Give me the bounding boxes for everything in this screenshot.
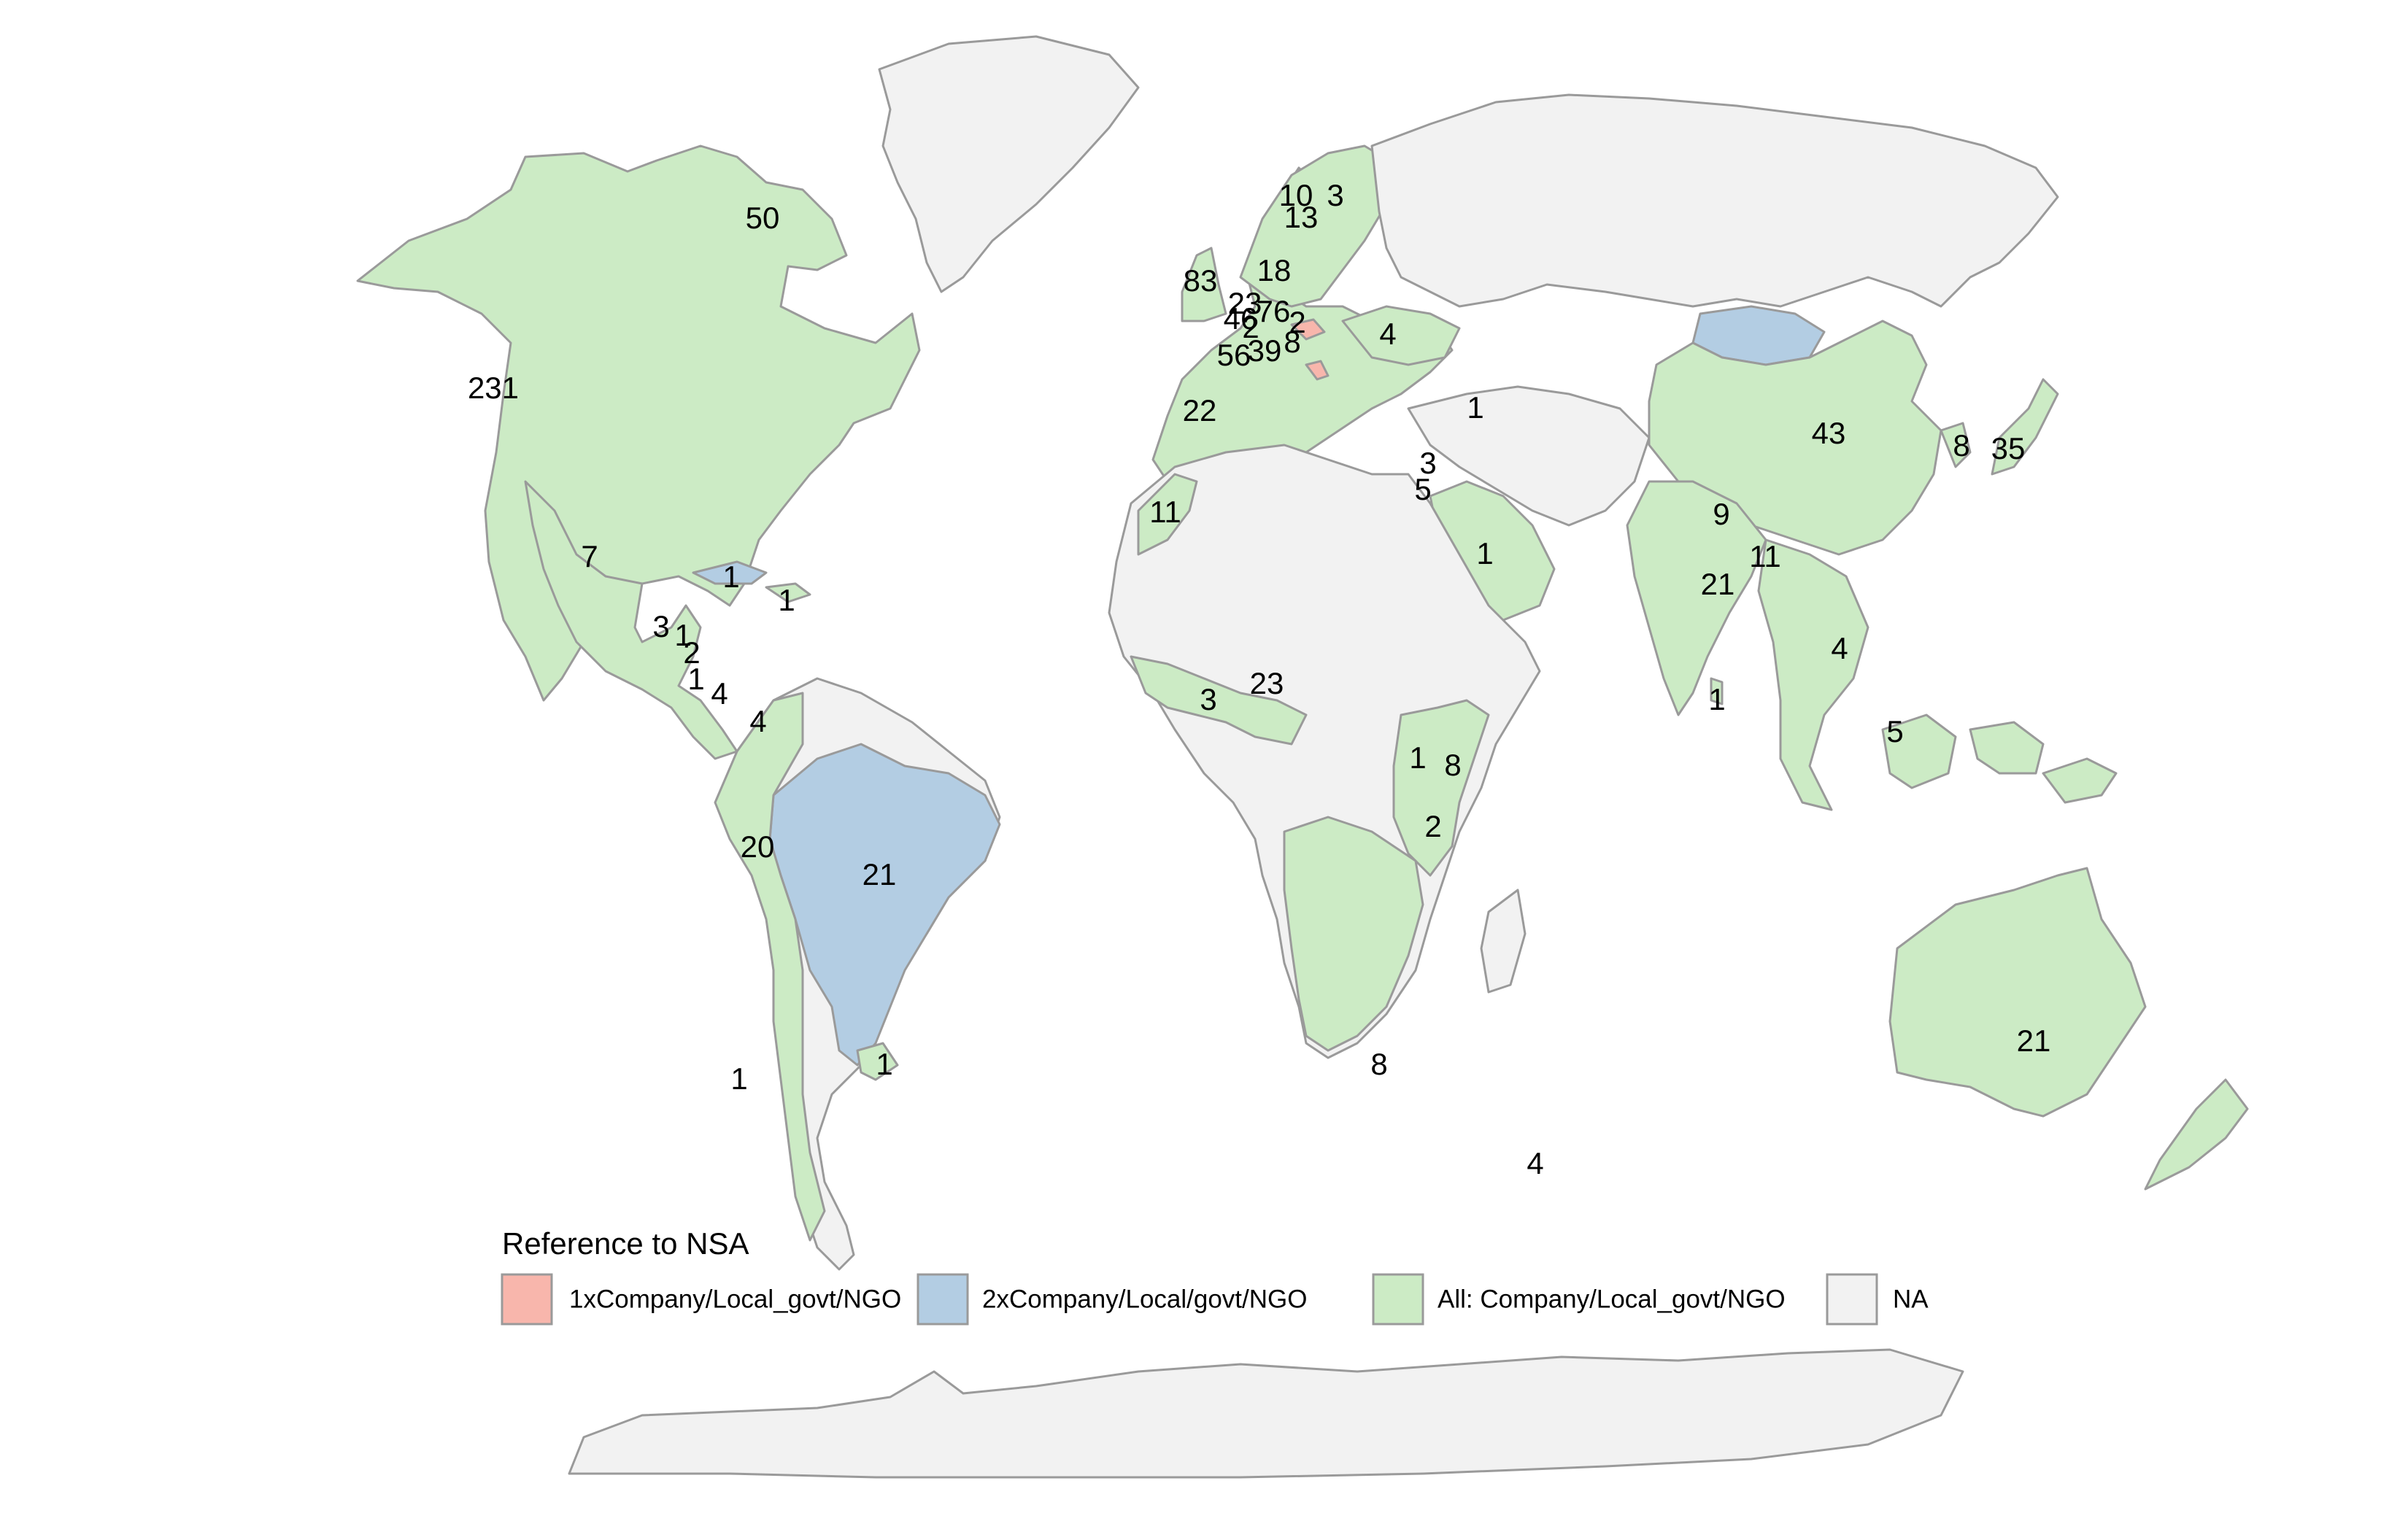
east-africa	[1392, 699, 1490, 877]
legend-key-all	[1372, 1273, 1424, 1326]
count-label-norway: 10	[1279, 178, 1313, 212]
count-label-nicaragua: 2	[683, 635, 700, 670]
greenland	[878, 35, 1140, 293]
count-label-ghana: 3	[1200, 682, 1216, 716]
count-label-austria: 8	[1284, 325, 1300, 359]
count-label-dominican-republic: 1	[778, 583, 795, 617]
count-label-germany: 76	[1257, 294, 1291, 328]
count-label-uk: 83	[1184, 263, 1218, 298]
mexico-central-america	[524, 480, 738, 760]
count-label-china: 43	[1812, 416, 1846, 450]
count-label-malaysia: 5	[1886, 714, 1903, 748]
count-label-costa-rica: 1	[687, 662, 704, 696]
legend-key-na	[1826, 1273, 1878, 1326]
count-label-south-korea: 8	[1953, 428, 1969, 463]
count-label-thailand: 4	[1831, 631, 1848, 665]
count-label-uruguay: 1	[876, 1047, 892, 1081]
count-label-cuba: 1	[722, 560, 739, 594]
legend-key-2x	[916, 1273, 969, 1326]
australia	[1888, 867, 2147, 1118]
count-label-netherlands: 23	[1228, 286, 1262, 320]
count-label-guatemala: 3	[652, 609, 669, 643]
count-label-georgia: 1	[1467, 390, 1483, 425]
middle-east	[1407, 385, 1651, 527]
madagascar	[1480, 889, 1527, 994]
count-label-lebanon: 3	[1419, 446, 1436, 480]
legend-label-1x: 1xCompany/Local_govt/NGO	[569, 1285, 901, 1313]
count-label-canada-north: 50	[746, 201, 780, 235]
count-label-france: 56	[1217, 338, 1251, 372]
legend-label-2x: 2xCompany/Local/govt/NGO	[982, 1285, 1307, 1313]
legend-label-all: All: Company/Local_govt/NGO	[1438, 1285, 1786, 1313]
legend: Reference to NSA 1xCompany/Local_govt/NG…	[501, 1226, 1929, 1326]
czechia	[1290, 318, 1326, 341]
count-label-uganda: 1	[1409, 740, 1426, 775]
borneo	[1881, 713, 1957, 789]
count-label-panama: 4	[711, 676, 728, 711]
count-label-israel: 5	[1414, 472, 1431, 506]
count-label-kenya: 8	[1444, 748, 1461, 782]
count-label-spain: 22	[1183, 393, 1217, 428]
count-label-finland: 3	[1327, 178, 1343, 212]
count-label-south-africa: 8	[1370, 1047, 1387, 1081]
japan	[1991, 378, 2059, 476]
caribbean-cuba	[692, 560, 768, 585]
uruguay	[856, 1042, 899, 1081]
uk	[1181, 247, 1227, 322]
korea	[1940, 422, 1972, 468]
croatia	[1305, 360, 1330, 381]
count-label-luxembourg: 2	[1242, 310, 1259, 344]
andean-countries	[714, 692, 826, 1242]
count-label-ukraine: 4	[1379, 317, 1396, 351]
legend-key-1x	[501, 1273, 553, 1326]
count-label-switzerland: 39	[1248, 333, 1282, 368]
count-label-sri-lanka: 1	[1708, 682, 1725, 716]
count-label-australia: 21	[2017, 1024, 2051, 1058]
count-label-saudi-arabia: 1	[1476, 536, 1493, 570]
count-label-belgium: 46	[1224, 301, 1258, 336]
antarctica	[568, 1348, 1964, 1479]
count-label-morocco: 11	[1149, 495, 1181, 529]
landmasses	[356, 35, 2249, 1479]
ukraine	[1341, 305, 1461, 366]
count-label-japan: 35	[1991, 431, 2026, 465]
legend-title: Reference to NSA	[502, 1226, 749, 1261]
africa	[1108, 444, 1541, 1059]
russia	[1370, 93, 2059, 308]
new-zealand	[2144, 1078, 2249, 1191]
west-africa	[1130, 655, 1308, 746]
count-label-tanzania: 2	[1424, 809, 1441, 843]
caribbean-hispaniola	[765, 582, 811, 603]
count-label-brazil: 21	[863, 857, 897, 891]
count-label-honduras: 1	[674, 618, 691, 652]
count-label-chile-ocean: 1	[730, 1061, 747, 1096]
count-label-bangladesh: 11	[1749, 539, 1781, 573]
indonesia	[1969, 721, 2045, 775]
legend-label-na: NA	[1893, 1285, 1929, 1313]
morocco	[1137, 473, 1198, 556]
brazil	[768, 743, 1001, 1067]
north-america	[356, 144, 921, 702]
india	[1626, 480, 1767, 716]
southern-africa	[1283, 816, 1424, 1052]
new-guinea	[2042, 757, 2118, 804]
sri-lanka	[1710, 677, 1724, 705]
count-label-india: 21	[1701, 567, 1735, 601]
count-label-usa-west: 231	[468, 371, 519, 405]
count-label-denmark: 18	[1257, 253, 1292, 287]
southeast-asia	[1757, 538, 1869, 811]
count-label-peru: 20	[741, 829, 775, 864]
count-label-czechia: 2	[1289, 305, 1305, 339]
count-label-nigeria: 23	[1250, 666, 1284, 700]
count-label-mexico: 7	[581, 539, 598, 573]
count-label-sweden: 13	[1284, 200, 1319, 234]
count-label-nepal: 9	[1713, 497, 1729, 531]
count-label-indian-ocean: 4	[1527, 1146, 1543, 1180]
count-label-colombia: 4	[749, 704, 766, 738]
